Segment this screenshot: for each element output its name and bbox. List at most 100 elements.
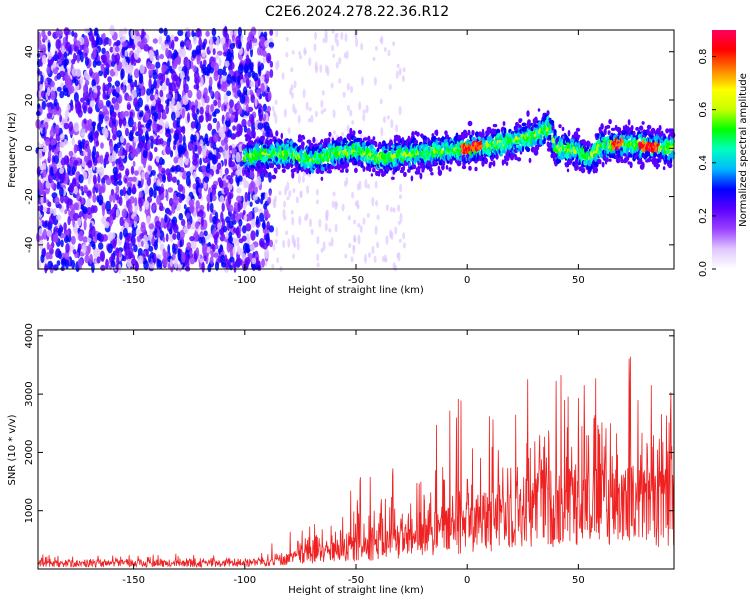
noise-cell	[133, 68, 140, 79]
noise-cell	[165, 233, 169, 242]
noise-cell	[231, 81, 236, 93]
noise-cell	[98, 166, 105, 177]
noise-cell	[225, 60, 230, 68]
signal-cell	[298, 138, 303, 142]
noise-cell	[200, 216, 204, 227]
noise-cell	[123, 110, 129, 117]
noise-cell	[59, 114, 62, 123]
noise-cell	[316, 253, 320, 262]
noise-cell	[131, 228, 137, 238]
noise-cell	[212, 216, 217, 225]
noise-cell	[386, 115, 390, 120]
noise-cell	[65, 234, 69, 242]
signal-cell	[357, 129, 362, 135]
noise-cell	[64, 109, 69, 120]
noise-cell	[390, 118, 394, 129]
noise-cell	[86, 145, 90, 153]
noise-cell	[183, 83, 189, 94]
noise-cell	[103, 38, 107, 47]
signal-cell	[302, 136, 306, 140]
noise-cell	[263, 114, 267, 121]
noise-cell	[290, 84, 294, 91]
noise-cell	[197, 145, 202, 156]
noise-cell	[40, 123, 45, 129]
noise-cell	[350, 256, 354, 263]
noise-cell	[235, 229, 240, 235]
noise-cell	[120, 144, 124, 153]
noise-cell	[88, 253, 94, 265]
noise-cell	[153, 241, 158, 251]
noise-cell	[47, 51, 53, 60]
noise-cell	[165, 34, 171, 43]
noise-cell	[343, 52, 347, 59]
noise-cell	[167, 60, 170, 68]
noise-cell	[344, 33, 348, 42]
noise-cell	[282, 208, 286, 218]
noise-cell	[357, 234, 361, 245]
noise-cell	[92, 174, 97, 185]
noise-cell	[275, 226, 279, 237]
noise-cell	[268, 171, 272, 183]
noise-cell	[76, 191, 80, 201]
noise-cell	[154, 111, 158, 122]
signal-cell	[320, 176, 324, 181]
noise-cell	[257, 65, 262, 75]
noise-cell	[115, 173, 121, 179]
signal-cell	[402, 165, 406, 170]
noise-cell	[50, 80, 55, 88]
noise-cell	[208, 76, 213, 88]
noise-cell	[127, 186, 132, 196]
noise-cell	[212, 117, 218, 124]
noise-cell	[50, 90, 56, 101]
signal-cell	[516, 157, 522, 162]
noise-cell	[313, 43, 317, 52]
noise-cell	[73, 121, 80, 133]
noise-cell	[228, 145, 233, 151]
noise-cell	[74, 222, 78, 233]
noise-cell	[100, 142, 104, 149]
noise-cell	[219, 195, 225, 204]
noise-cell	[81, 160, 86, 168]
noise-cell	[168, 228, 173, 235]
signal-cell	[275, 130, 279, 137]
noise-cell	[154, 94, 158, 100]
noise-cell	[150, 84, 155, 92]
noise-cell	[42, 229, 48, 240]
noise-cell	[105, 258, 109, 270]
noise-cell	[102, 105, 108, 116]
noise-cell	[87, 160, 93, 169]
noise-cell	[258, 113, 263, 122]
noise-cell	[229, 99, 234, 108]
noise-cell	[48, 173, 53, 184]
noise-cell	[267, 196, 272, 205]
noise-cell	[119, 216, 124, 227]
noise-cell	[138, 90, 142, 98]
noise-cell	[119, 110, 125, 120]
noise-cell	[216, 231, 220, 238]
noise-cell	[251, 37, 258, 43]
noise-cell	[247, 211, 253, 222]
noise-cell	[182, 134, 186, 145]
noise-cell	[59, 186, 64, 197]
noise-cell	[122, 186, 126, 197]
noise-cell	[114, 80, 121, 87]
noise-cell	[203, 87, 208, 97]
noise-cell	[254, 97, 258, 107]
noise-cell	[263, 203, 268, 210]
noise-cell	[39, 84, 43, 91]
noise-cell	[104, 115, 109, 122]
noise-cell	[73, 159, 79, 166]
noise-cell	[132, 176, 137, 182]
noise-cell	[105, 100, 111, 107]
noise-cell	[292, 188, 296, 194]
noise-cell	[157, 138, 162, 145]
signal-cell	[519, 118, 523, 122]
noise-cell	[205, 164, 211, 174]
signal-cell	[467, 120, 473, 127]
noise-cell	[401, 75, 405, 83]
noise-cell	[244, 257, 251, 266]
signal-cell	[495, 153, 499, 160]
noise-cell	[181, 108, 185, 119]
signal-cell	[271, 174, 277, 180]
noise-cell	[105, 63, 110, 70]
